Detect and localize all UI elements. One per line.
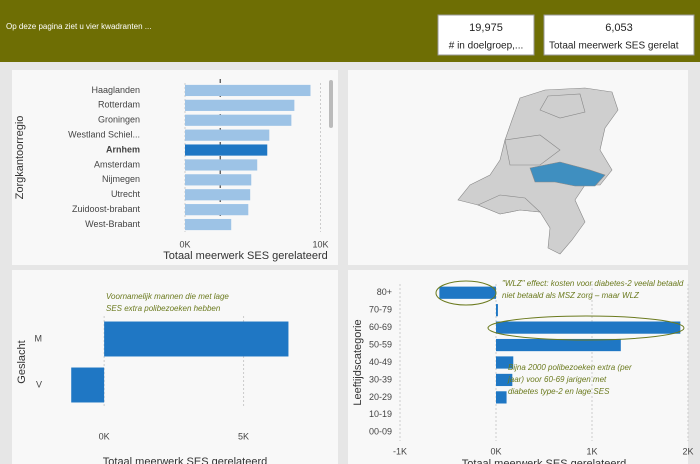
annotation: jaar) voor 60-69 jarigen met [507, 375, 607, 384]
panel [12, 70, 338, 265]
map-region [477, 194, 541, 215]
card[interactable] [543, 14, 695, 56]
y-tick-label: Rotterdam [98, 100, 140, 110]
y-tick-label: 40-49 [369, 357, 392, 367]
y-tick-label: 00-09 [369, 427, 392, 437]
bar [185, 84, 311, 97]
annotation: "WLZ" effect: kosten voor diabetes-2 vee… [502, 279, 684, 288]
y-tick-label: V [36, 379, 42, 389]
y-tick-label: 50-59 [369, 339, 392, 349]
annotation: Bijna 2000 polibezoeken extra (per [508, 363, 632, 372]
bar [185, 129, 270, 141]
x-tick-label: 0K [99, 431, 110, 441]
panel [12, 270, 338, 464]
y-tick-label: M [35, 333, 43, 343]
x-tick-label: 5K [238, 431, 249, 441]
y-tick-label: West-Brabant [85, 219, 140, 229]
map-region [504, 134, 561, 166]
y-axis-label: Geslacht [16, 340, 28, 383]
panel [348, 270, 688, 464]
y-tick-label: Westland Schiel... [68, 130, 140, 140]
bar [185, 189, 251, 201]
y-tick-label: 80+ [377, 287, 392, 297]
y-tick-label: Utrecht [111, 189, 141, 199]
y-tick-label: Nijmegen [102, 174, 140, 184]
y-tick-label: 60-69 [369, 322, 392, 332]
header-text: Op deze pagina ziet u vier kwadranten ..… [6, 22, 151, 31]
card-value: 19,975 [469, 22, 503, 34]
y-tick-label: Groningen [98, 115, 140, 125]
bar [496, 391, 507, 404]
y-tick-label: 70-79 [369, 305, 392, 315]
card-value: 6,053 [605, 22, 633, 34]
y-axis-label: Zorgkantoorregio [14, 116, 26, 200]
bar [496, 338, 621, 352]
bar [496, 356, 514, 369]
x-axis-label: Totaal meerwerk SES gerelateerd [163, 250, 327, 262]
y-tick-label: Zuidoost-brabant [72, 204, 141, 214]
bar [185, 114, 292, 126]
bar [496, 321, 681, 334]
scrollbar[interactable] [329, 80, 333, 128]
x-tick-label: 2K [682, 446, 693, 456]
bar [496, 373, 513, 387]
y-tick-label: 10-19 [369, 409, 392, 419]
card-label: Totaal meerwerk SES gerelat [549, 41, 679, 52]
x-tick-label: 0K [490, 446, 501, 456]
x-tick-label: 1K [586, 446, 597, 456]
map [457, 87, 619, 255]
bar [185, 174, 252, 186]
bar [185, 218, 232, 231]
annotation: niet betaald als MSZ zorg – maar WLZ [502, 291, 640, 300]
x-tick-label: 0K [179, 239, 190, 249]
y-tick-label: Haaglanden [91, 85, 140, 95]
card-label: # in doelgroep,... [449, 41, 524, 52]
x-tick-label: 10K [313, 239, 329, 249]
bar [185, 204, 249, 216]
y-tick-label: 30-39 [369, 374, 392, 384]
bar [439, 286, 496, 299]
map-region [539, 93, 586, 119]
annotation: SES extra polibezoeken hebben [106, 304, 221, 313]
y-axis-label: Leeftijdscategorie [352, 319, 364, 405]
bar [496, 304, 498, 317]
highlight-ellipse [435, 280, 497, 306]
y-tick-label: Amsterdam [94, 159, 140, 169]
y-tick-label: 20-29 [369, 392, 392, 402]
highlight-ellipse [487, 315, 685, 341]
bar [185, 144, 268, 156]
bar [185, 99, 295, 111]
x-axis-label: Totaal meerwerk SES gerelateerd [103, 456, 267, 464]
bar [71, 367, 105, 403]
annotation: diabetes type-2 en lage SES [508, 387, 610, 396]
annotation: Voornamelijk mannen die met lage [106, 292, 229, 301]
x-axis-label: Totaal meerwerk SES gerelateerd [462, 458, 626, 464]
card[interactable] [437, 14, 535, 56]
bar [185, 159, 258, 171]
map-region-highlight [529, 161, 606, 187]
x-tick-label: -1K [393, 446, 407, 456]
y-tick-label: Arnhem [106, 144, 140, 154]
bar [104, 321, 289, 357]
